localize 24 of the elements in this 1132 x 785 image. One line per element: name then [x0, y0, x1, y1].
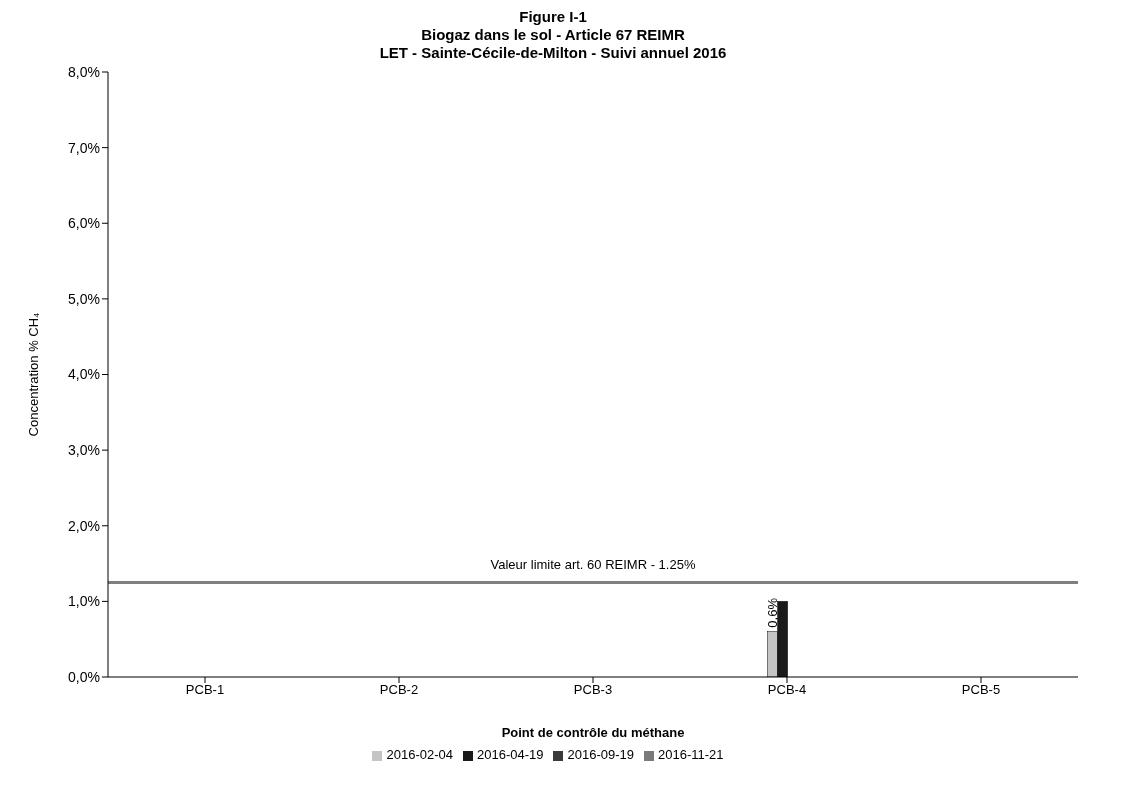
chart-title: Figure I-1 [518, 8, 588, 26]
x-tick-label: PCB-3 [573, 682, 613, 698]
y-axis-title: Concentration % CH₄ [25, 312, 41, 437]
legend-label: 2016-02-04 [386, 747, 453, 762]
y-tick-label: 8,0% [68, 63, 100, 80]
y-tick-label: 1,0% [68, 593, 100, 610]
data-label: 0,6% [765, 597, 781, 628]
x-axis-title: Point de contrôle du méthane [501, 725, 685, 740]
y-tick-label: 3,0% [68, 442, 100, 459]
y-tick-label: 2,0% [68, 517, 100, 534]
y-tick-label: 4,0% [68, 366, 100, 383]
chart-subtitle: Biogaz dans le sol - Article 67 REIMR LET - Sainte-Cécile-de-Milton - Suivi annuel 2016 [378, 26, 728, 62]
x-tick-label: PCB-4 [767, 682, 807, 698]
x-tick-label: PCB-5 [961, 682, 1001, 698]
y-tick-label: 7,0% [68, 139, 100, 156]
y-tick-label: 0,0% [68, 668, 100, 685]
y-tick-label: 5,0% [68, 290, 100, 307]
x-tick-label: PCB-2 [379, 682, 419, 698]
x-tick-label: PCB-1 [185, 682, 225, 698]
legend-label: 2016-09-19 [567, 747, 634, 762]
legend-label: 2016-04-19 [476, 747, 544, 762]
y-tick-label: 6,0% [68, 215, 100, 232]
legend-label: 2016-11-21 [657, 747, 724, 762]
ref-line-label: Valeur limite art. 60 REIMR - 1.25% [490, 557, 696, 573]
